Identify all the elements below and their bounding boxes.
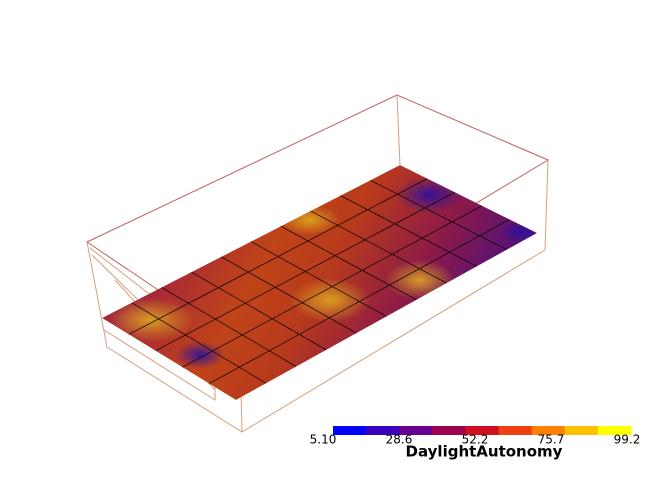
colorbar-tick-label: 28.6 bbox=[386, 433, 413, 447]
colorbar-tick-label: 52.2 bbox=[462, 433, 489, 447]
colorbar-swatch bbox=[366, 426, 400, 435]
grid-line bbox=[191, 271, 327, 351]
grid-line bbox=[280, 225, 417, 301]
colorbar-swatch bbox=[465, 426, 500, 435]
colorbar-swatch bbox=[498, 426, 533, 435]
colorbar-title: DaylightAutonomy bbox=[406, 443, 563, 461]
sensor-grid bbox=[102, 165, 537, 400]
grid-line bbox=[155, 191, 455, 352]
colorbar-swatch bbox=[333, 426, 367, 435]
grid-line bbox=[161, 287, 297, 367]
grid-line bbox=[128, 178, 428, 335]
grid-line bbox=[131, 302, 267, 384]
colorbar-swatch bbox=[597, 426, 632, 435]
colorbar-tick-label: 5.10 bbox=[310, 433, 337, 447]
grid-line bbox=[221, 256, 357, 334]
grid-line bbox=[340, 195, 477, 267]
colorbar-tick-label: 99.2 bbox=[614, 433, 641, 447]
grid-line bbox=[250, 241, 387, 317]
grid-line bbox=[209, 219, 510, 384]
colorbar-swatch bbox=[531, 426, 566, 435]
colorbar-swatch bbox=[432, 426, 466, 435]
colorbar-tick-label: 75.7 bbox=[538, 433, 565, 447]
grid-line bbox=[182, 205, 483, 368]
colorbar: 5.10 28.6 52.2 75.7 99.2 DaylightAutonomy bbox=[310, 426, 641, 461]
grid-line bbox=[370, 179, 508, 251]
colorbar-swatch bbox=[564, 426, 599, 435]
colorbar-swatch bbox=[399, 426, 433, 435]
grid-line bbox=[310, 210, 447, 284]
